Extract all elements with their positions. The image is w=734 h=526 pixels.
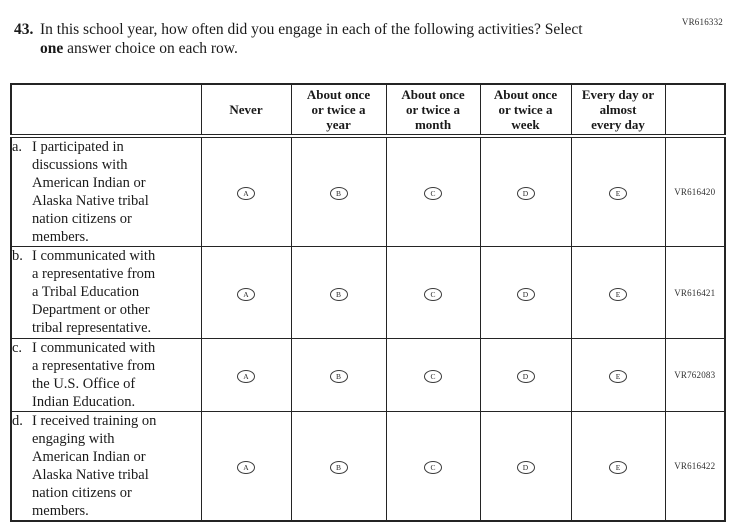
bubble-letter: A: [243, 189, 249, 198]
bubble-letter: B: [335, 372, 341, 381]
statement-cell: a. I participated in discussions with Am…: [10, 135, 202, 247]
row-statement: I communicated with a representative fro…: [32, 248, 156, 336]
row-letter: a.: [12, 139, 23, 155]
option-cell-week: D: [479, 246, 572, 339]
answer-bubble-d[interactable]: D: [516, 461, 535, 475]
statement-cell: d. I received training on engaging with …: [10, 411, 202, 522]
question-text: In this school year, how often did you e…: [40, 20, 664, 58]
answer-bubble-e[interactable]: E: [609, 370, 627, 384]
header-statement-empty: [10, 83, 202, 138]
bubble-letter: B: [335, 463, 341, 472]
row-code: VR616421: [664, 246, 726, 339]
bubble-letter: A: [243, 372, 249, 381]
option-cell-month: C: [385, 246, 481, 339]
answer-bubble-b[interactable]: B: [329, 370, 348, 384]
answer-bubble-b[interactable]: B: [329, 287, 348, 301]
header-never: Never: [200, 83, 292, 138]
option-cell-month: C: [385, 411, 481, 522]
bubble-letter: D: [522, 463, 529, 472]
answer-bubble-c[interactable]: C: [424, 370, 442, 384]
answer-bubble-c[interactable]: C: [424, 287, 442, 301]
option-cell-everyday: E: [570, 246, 666, 339]
bubble-letter: B: [335, 289, 341, 299]
header-once-twice-month: About once or twice a month: [385, 83, 481, 138]
answer-bubble-d[interactable]: D: [516, 370, 535, 384]
answer-bubble-e[interactable]: E: [609, 187, 627, 201]
bubble-letter: A: [243, 289, 249, 299]
header-row: Never About once or twice a year About o…: [10, 83, 726, 138]
option-cell-year: B: [290, 411, 387, 522]
row-statement: I received training on engaging with Ame…: [32, 413, 157, 519]
option-cell-never: A: [200, 411, 292, 522]
row-letter: b.: [12, 248, 23, 264]
answer-bubble-a[interactable]: A: [237, 370, 255, 384]
bubble-letter: E: [615, 189, 621, 198]
question-line2: answer choice on each row.: [63, 40, 238, 57]
row-letter: c.: [12, 340, 23, 356]
row-statement: I communicated with a representative fro…: [32, 340, 156, 410]
option-cell-month: C: [385, 338, 481, 412]
answer-bubble-b[interactable]: B: [329, 187, 348, 201]
question-block: 43. In this school year, how often did y…: [14, 20, 664, 58]
option-cell-never: A: [200, 246, 292, 339]
header-code-empty: [664, 83, 726, 138]
page-form-code: VR616332: [681, 17, 723, 27]
bubble-letter: C: [430, 463, 436, 472]
bubble-letter: C: [430, 289, 436, 299]
statement-cell: b. I communicated with a representative …: [10, 246, 202, 339]
row-code: VR616420: [664, 135, 726, 247]
question-bold-word: one: [40, 40, 64, 57]
answer-bubble-a[interactable]: A: [237, 461, 255, 475]
header-once-twice-week: About once or twice a week: [479, 83, 572, 138]
option-cell-year: B: [290, 338, 387, 412]
table-row-d: d. I received training on engaging with …: [10, 411, 726, 522]
option-cell-everyday: E: [570, 411, 666, 522]
table-row-c: c. I communicated with a representative …: [10, 338, 726, 412]
bubble-letter: D: [522, 372, 529, 381]
table-row-b: b. I communicated with a representative …: [10, 246, 726, 339]
bubble-letter: E: [615, 372, 621, 381]
bubble-letter: B: [335, 189, 341, 198]
bubble-letter: E: [615, 289, 621, 299]
header-every-day: Every day or almost every day: [570, 83, 666, 138]
answer-bubble-a[interactable]: A: [237, 287, 255, 301]
question-line1: In this school year, how often did you e…: [40, 21, 583, 38]
bubble-letter: C: [430, 372, 436, 381]
option-cell-week: D: [479, 338, 572, 412]
answer-bubble-a[interactable]: A: [237, 187, 255, 201]
question-number: 43.: [14, 21, 34, 38]
row-code: VR762083: [664, 338, 726, 412]
answer-bubble-d[interactable]: D: [516, 287, 535, 301]
answer-bubble-c[interactable]: C: [424, 461, 442, 475]
bubble-letter: C: [430, 189, 436, 198]
table-row-a: a. I participated in discussions with Am…: [10, 135, 726, 247]
option-cell-week: D: [479, 411, 572, 522]
option-cell-everyday: E: [570, 338, 666, 412]
option-cell-year: B: [290, 246, 387, 339]
answer-bubble-d[interactable]: D: [516, 187, 535, 201]
answer-bubble-c[interactable]: C: [424, 187, 442, 201]
answer-bubble-e[interactable]: E: [609, 461, 627, 475]
answer-bubble-b[interactable]: B: [329, 461, 348, 475]
option-cell-everyday: E: [570, 135, 666, 247]
answer-bubble-e[interactable]: E: [609, 287, 627, 301]
option-cell-week: D: [479, 135, 572, 247]
option-cell-never: A: [200, 135, 292, 247]
frequency-table: Never About once or twice a year About o…: [10, 83, 726, 522]
header-once-twice-year: About once or twice a year: [290, 83, 387, 138]
bubble-letter: A: [243, 463, 249, 472]
bubble-letter: D: [522, 289, 529, 299]
bubble-letter: E: [615, 463, 621, 472]
row-code: VR616422: [664, 411, 726, 522]
row-letter: d.: [12, 413, 23, 429]
option-cell-year: B: [290, 135, 387, 247]
statement-cell: c. I communicated with a representative …: [10, 338, 202, 412]
row-statement: I participated in discussions with Ameri…: [32, 139, 149, 245]
option-cell-month: C: [385, 135, 481, 247]
bubble-letter: D: [522, 189, 529, 198]
option-cell-never: A: [200, 338, 292, 412]
